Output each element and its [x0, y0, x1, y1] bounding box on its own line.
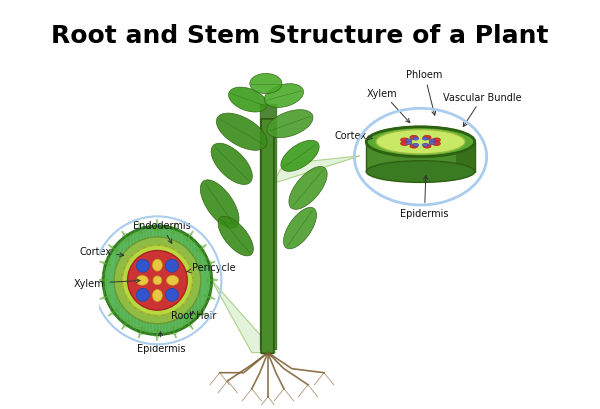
Ellipse shape [218, 217, 253, 256]
Ellipse shape [422, 144, 428, 147]
FancyBboxPatch shape [456, 142, 475, 172]
Ellipse shape [200, 180, 239, 229]
Ellipse shape [376, 130, 465, 155]
Ellipse shape [366, 161, 475, 183]
Ellipse shape [413, 144, 419, 147]
Circle shape [114, 237, 201, 324]
FancyBboxPatch shape [366, 142, 475, 172]
Ellipse shape [413, 138, 419, 141]
Ellipse shape [229, 88, 267, 113]
Ellipse shape [366, 128, 475, 157]
Text: Root Hair: Root Hair [171, 311, 216, 321]
Text: Xylem: Xylem [74, 279, 140, 289]
Ellipse shape [265, 85, 304, 108]
Circle shape [136, 289, 149, 302]
Ellipse shape [422, 138, 428, 141]
Text: Endodermis: Endodermis [133, 220, 190, 244]
Polygon shape [212, 281, 276, 353]
Text: Epidermis: Epidermis [400, 176, 449, 218]
Ellipse shape [410, 145, 418, 149]
Ellipse shape [406, 142, 412, 145]
Text: Pericycle: Pericycle [187, 263, 235, 273]
Ellipse shape [289, 167, 327, 210]
Text: Phloem: Phloem [406, 70, 443, 116]
Text: Cortex: Cortex [334, 130, 373, 140]
Ellipse shape [136, 276, 148, 285]
Ellipse shape [281, 141, 319, 172]
Ellipse shape [429, 142, 435, 145]
Text: Root and Stem Structure of a Plant: Root and Stem Structure of a Plant [51, 24, 549, 48]
Ellipse shape [429, 139, 435, 143]
Ellipse shape [423, 136, 431, 140]
Circle shape [153, 276, 162, 285]
Text: Vascular Bundle: Vascular Bundle [443, 92, 522, 127]
Text: Xylem: Xylem [367, 88, 410, 124]
Ellipse shape [401, 139, 409, 143]
Ellipse shape [410, 136, 418, 140]
Ellipse shape [433, 139, 440, 143]
Ellipse shape [423, 145, 431, 149]
Ellipse shape [401, 142, 409, 146]
Polygon shape [272, 156, 360, 184]
Circle shape [128, 251, 187, 310]
Text: Cortex: Cortex [79, 247, 124, 257]
Ellipse shape [211, 144, 253, 185]
Circle shape [166, 289, 178, 302]
FancyBboxPatch shape [261, 119, 274, 353]
Ellipse shape [406, 139, 412, 143]
Ellipse shape [283, 208, 317, 249]
Text: Epidermis: Epidermis [137, 332, 185, 353]
Ellipse shape [267, 110, 313, 138]
Ellipse shape [167, 276, 179, 285]
Ellipse shape [152, 260, 162, 272]
Ellipse shape [250, 74, 282, 94]
Ellipse shape [217, 114, 267, 151]
Circle shape [122, 245, 193, 316]
Circle shape [103, 227, 212, 335]
Circle shape [166, 260, 178, 272]
Circle shape [136, 260, 149, 272]
Ellipse shape [433, 142, 440, 146]
Ellipse shape [152, 290, 162, 302]
